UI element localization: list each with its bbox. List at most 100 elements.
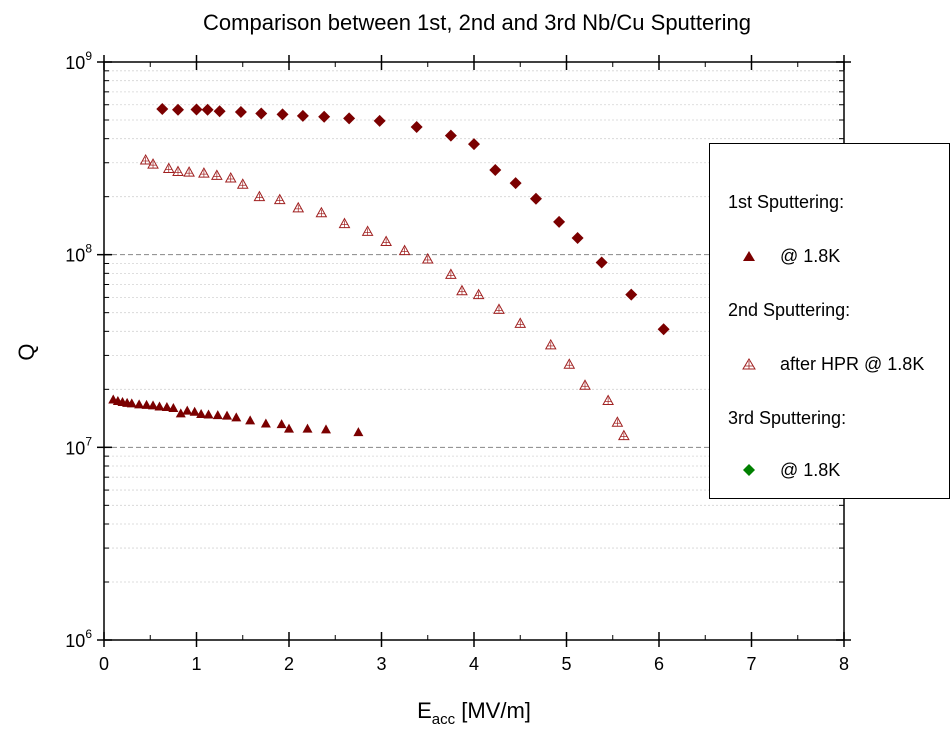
data-point-1st <box>168 403 179 413</box>
x-axis-label-sub: acc <box>432 711 456 728</box>
data-point-3rd <box>529 192 542 205</box>
data-point-3rd <box>190 103 203 116</box>
data-point-2nd <box>315 206 328 218</box>
data-point-2nd <box>172 165 184 177</box>
data-point-3rd <box>343 112 356 125</box>
y-tick-base: 10 <box>65 631 85 651</box>
data-point-2nd <box>273 193 286 205</box>
data-point-1st <box>245 415 256 425</box>
x-axis-label: Eacc [MV/m] <box>417 698 531 728</box>
data-point-1st <box>203 409 214 419</box>
data-point-3rd <box>468 138 480 151</box>
data-point-1st <box>321 424 331 434</box>
data-point-2nd <box>544 338 557 350</box>
data-point-2nd <box>579 379 591 390</box>
data-point-2nd <box>514 317 527 328</box>
data-point-3rd <box>318 110 331 123</box>
data-point-3rd <box>172 103 184 116</box>
x-tick-label: 1 <box>191 654 201 674</box>
data-point-2nd <box>563 358 576 369</box>
data-point-2nd <box>253 190 266 202</box>
data-point-3rd <box>276 108 289 121</box>
data-point-1st <box>222 410 233 420</box>
legend-heading-2nd: 2nd Sputtering: <box>728 300 851 320</box>
x-tick-label: 4 <box>469 654 479 674</box>
chart-title: Comparison between 1st, 2nd and 3rd Nb/C… <box>203 10 751 35</box>
data-point-3rd <box>553 215 566 228</box>
data-point-1st <box>141 399 152 409</box>
data-point-2nd <box>338 217 351 229</box>
y-tick-exponent: 6 <box>85 627 92 641</box>
y-tick-base: 10 <box>65 53 85 73</box>
y-tick-exponent: 9 <box>85 49 92 63</box>
data-point-2nd <box>456 284 468 296</box>
data-point-3rd <box>625 288 638 301</box>
x-tick-label: 2 <box>284 654 294 674</box>
data-point-1st <box>182 405 193 415</box>
data-point-2nd <box>183 166 195 177</box>
data-point-2nd <box>421 252 434 264</box>
x-tick-label: 6 <box>654 654 664 674</box>
data-point-2nd <box>139 153 152 165</box>
legend-marker-filled-triangle <box>743 251 755 261</box>
points-layer <box>108 103 670 441</box>
data-point-3rd <box>595 256 608 269</box>
legend-marker-filled-diamond <box>743 464 755 476</box>
data-point-3rd <box>255 107 268 120</box>
data-point-3rd <box>234 106 247 119</box>
data-point-1st <box>260 418 271 428</box>
data-point-3rd <box>657 323 670 336</box>
x-tick-label: 8 <box>839 654 849 674</box>
data-point-2nd <box>292 201 305 213</box>
data-point-2nd <box>493 303 505 314</box>
data-point-3rd <box>296 109 309 122</box>
y-tick-exponent: 8 <box>85 242 92 256</box>
y-tick-label: 106 <box>65 627 92 651</box>
data-point-1st <box>126 398 137 408</box>
y-tick-exponent: 7 <box>85 434 92 448</box>
data-point-1st <box>276 419 287 429</box>
legend-label-1st: @ 1.8K <box>780 246 841 266</box>
data-point-1st <box>212 410 223 420</box>
data-point-3rd <box>213 105 226 118</box>
data-point-3rd <box>410 120 423 133</box>
x-tick-label: 5 <box>561 654 571 674</box>
data-point-1st <box>154 401 165 411</box>
legend-label-2nd: after HPR @ 1.8K <box>780 354 925 374</box>
x-tick-label: 7 <box>746 654 756 674</box>
data-point-1st <box>353 427 364 437</box>
data-point-3rd <box>373 114 386 127</box>
data-point-3rd <box>571 232 584 245</box>
y-tick-base: 10 <box>65 246 85 266</box>
data-point-2nd <box>611 416 624 427</box>
y-tick-label: 109 <box>65 49 92 73</box>
data-point-1st <box>284 423 294 433</box>
y-axis-label: Q <box>14 343 39 360</box>
data-point-1st <box>196 408 207 418</box>
data-point-2nd <box>618 429 630 441</box>
data-point-2nd <box>445 268 457 279</box>
data-point-1st <box>161 401 172 411</box>
x-tick-label: 0 <box>99 654 109 674</box>
data-point-2nd <box>602 394 614 406</box>
data-point-1st <box>134 399 145 409</box>
y-tick-label: 107 <box>65 434 92 458</box>
data-point-3rd <box>201 103 214 116</box>
data-point-2nd <box>198 167 210 178</box>
data-point-2nd <box>224 171 237 183</box>
data-point-2nd <box>398 244 411 256</box>
data-point-1st <box>175 408 186 418</box>
x-tick-label: 3 <box>376 654 386 674</box>
data-point-1st <box>231 412 242 422</box>
data-point-1st <box>189 406 200 416</box>
data-point-2nd <box>147 158 159 169</box>
data-point-2nd <box>380 235 392 247</box>
data-point-2nd <box>236 178 249 189</box>
legend-heading-1st: 1st Sputtering: <box>728 192 845 212</box>
data-point-2nd <box>211 169 223 180</box>
data-point-3rd <box>444 129 457 142</box>
data-point-3rd <box>489 164 502 177</box>
data-point-2nd <box>472 288 485 300</box>
